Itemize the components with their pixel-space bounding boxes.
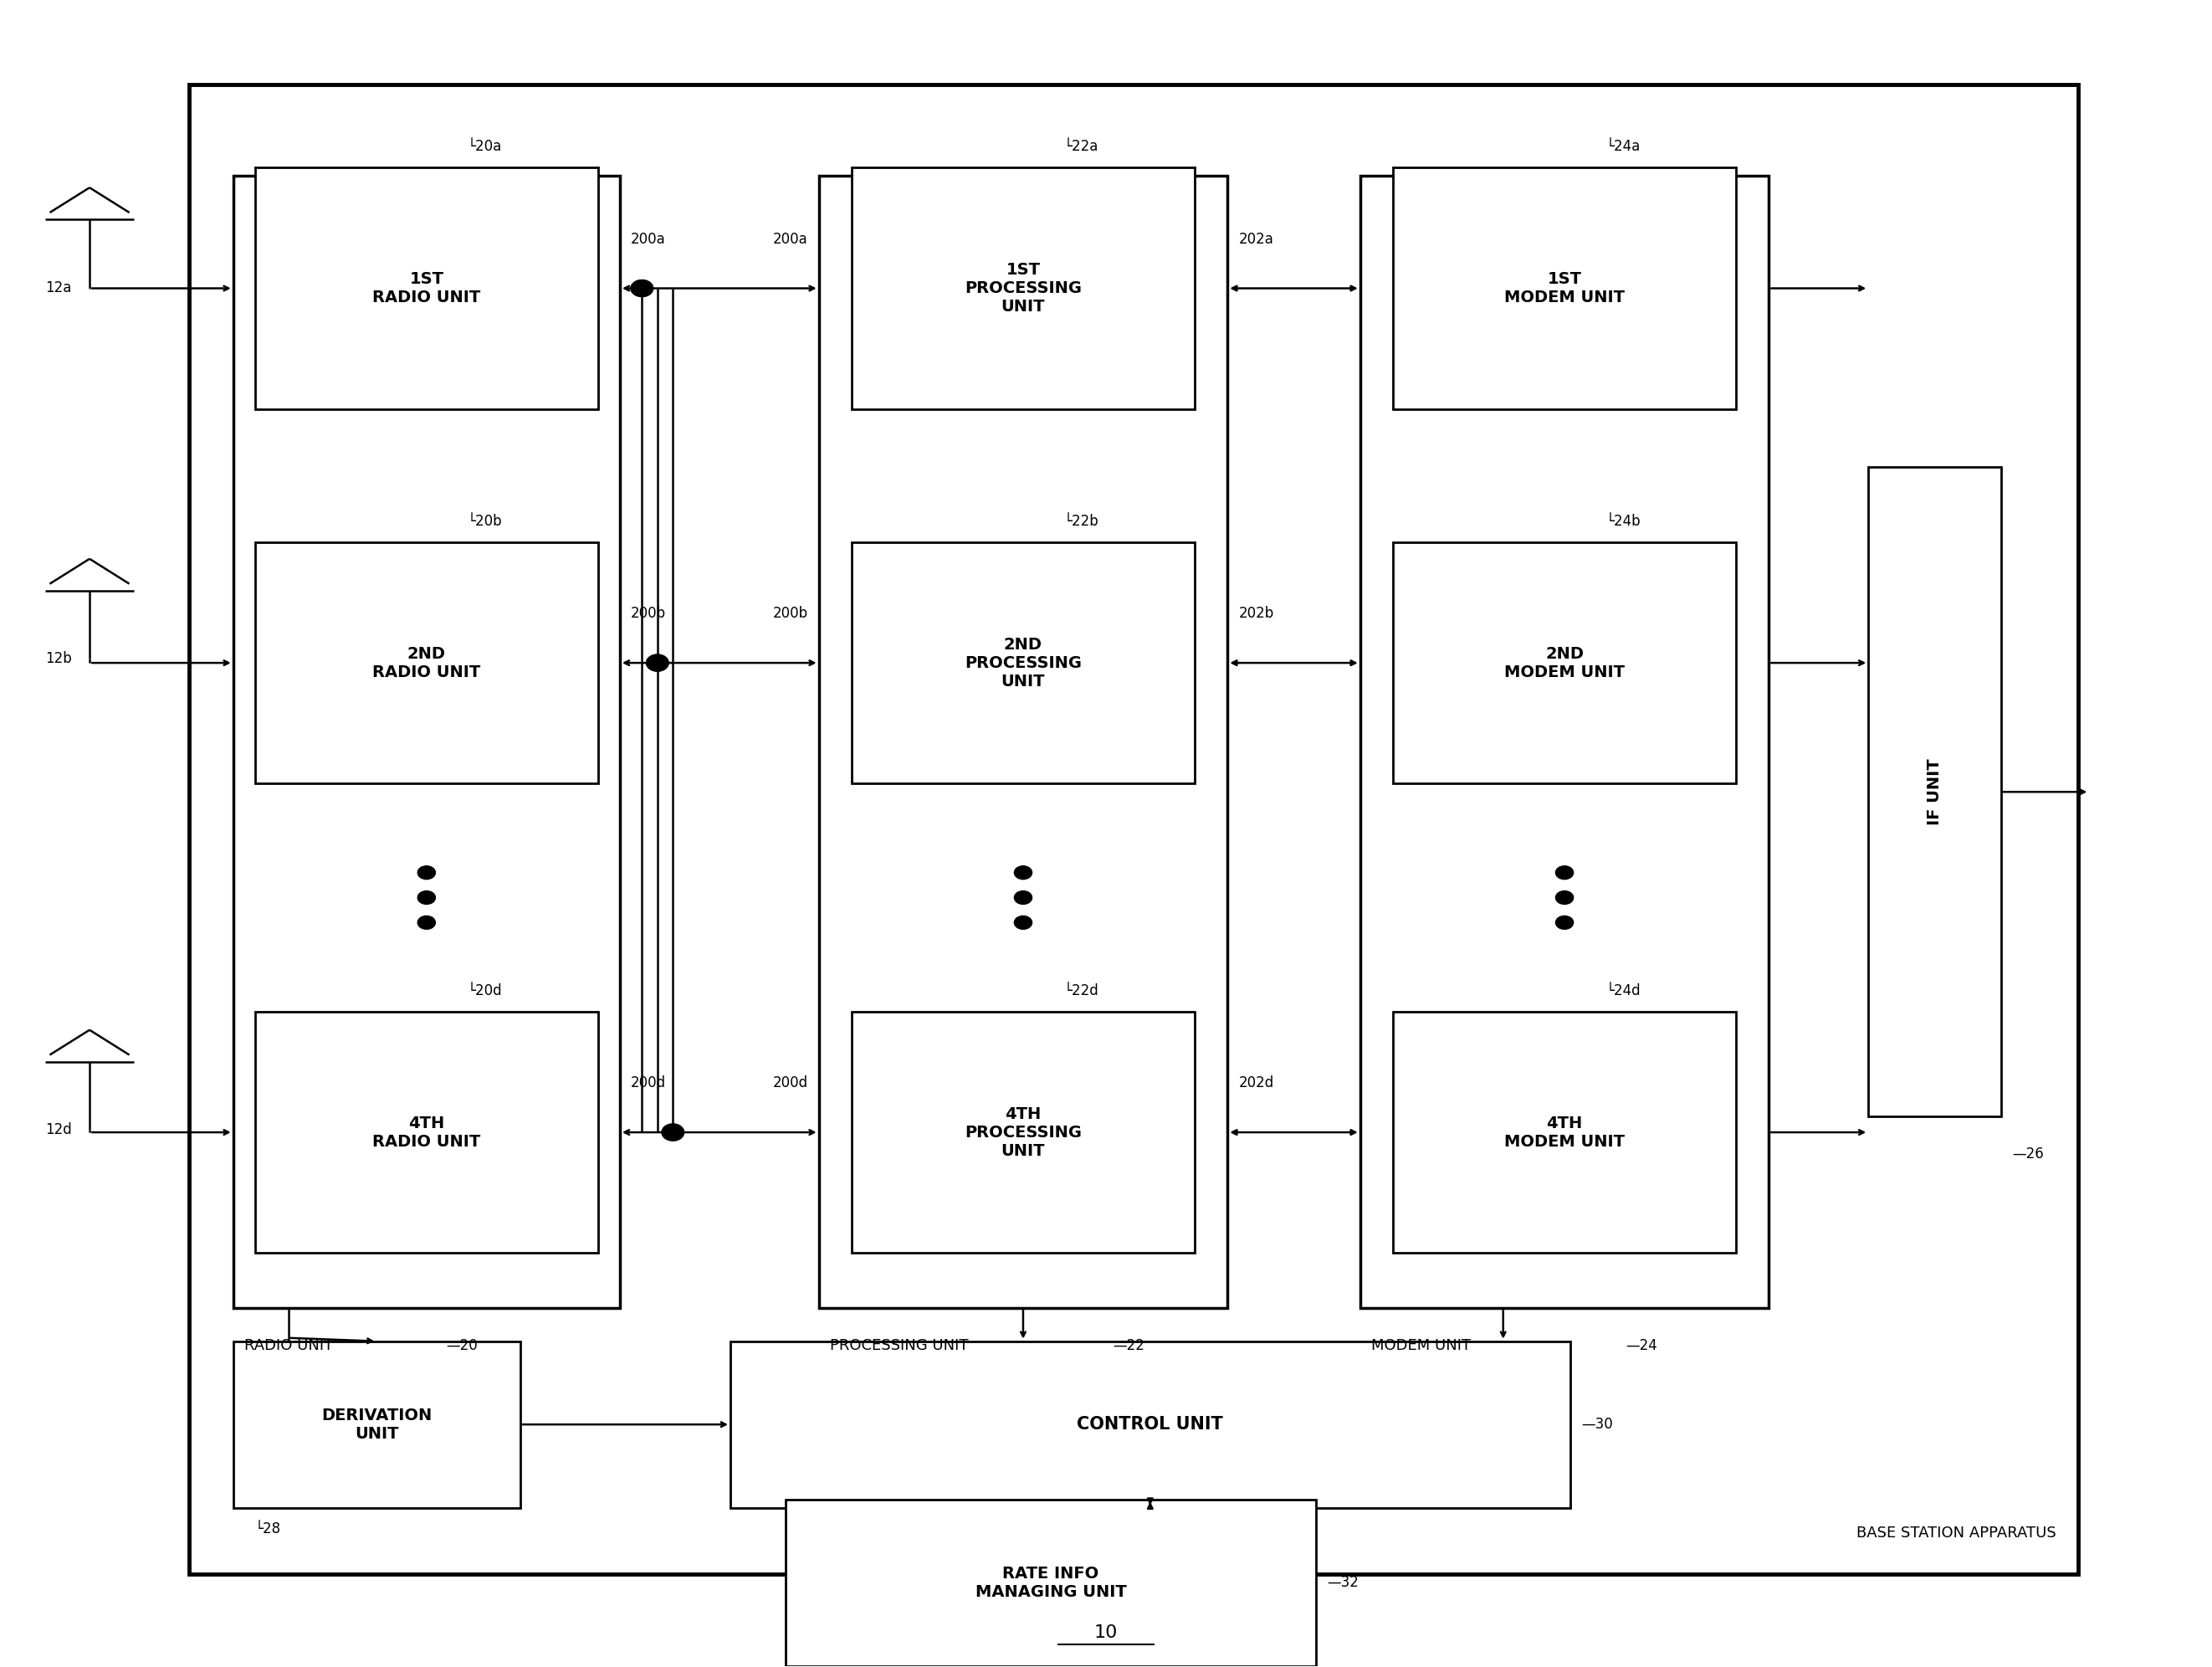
Text: 200d: 200d [630, 1075, 666, 1090]
Text: RATE INFO
MANAGING UNIT: RATE INFO MANAGING UNIT [975, 1565, 1126, 1600]
Text: └24a: └24a [1606, 140, 1639, 155]
Circle shape [661, 1124, 684, 1140]
Text: ⋯: ⋯ [1011, 885, 1035, 909]
Text: └28: └28 [254, 1520, 281, 1535]
Circle shape [630, 280, 653, 297]
Circle shape [1555, 890, 1573, 904]
Text: —30: —30 [1582, 1417, 1613, 1432]
Text: 202b: 202b [1239, 607, 1274, 622]
Text: └20a: └20a [467, 140, 502, 155]
Text: └22a: └22a [1064, 140, 1099, 155]
Text: 202a: 202a [1239, 232, 1274, 247]
Bar [730, 1342, 1571, 1507]
Bar [1394, 542, 1736, 783]
Circle shape [1555, 915, 1573, 929]
Text: 12d: 12d [44, 1122, 71, 1137]
Text: —26: —26 [2013, 1147, 2044, 1162]
Circle shape [646, 655, 668, 672]
Text: CONTROL UNIT: CONTROL UNIT [1077, 1415, 1223, 1434]
Text: BASE STATION APPARATUS: BASE STATION APPARATUS [1856, 1525, 2057, 1540]
Bar [232, 1342, 520, 1507]
Text: 2ND
PROCESSING
UNIT: 2ND PROCESSING UNIT [964, 637, 1082, 688]
Text: 200b: 200b [630, 607, 666, 622]
Bar [1360, 177, 1770, 1309]
Text: PROCESSING UNIT: PROCESSING UNIT [830, 1339, 969, 1354]
Text: ⋯: ⋯ [1553, 885, 1577, 909]
Text: 200a: 200a [772, 232, 807, 247]
Text: 2ND
MODEM UNIT: 2ND MODEM UNIT [1504, 645, 1626, 680]
Text: 200d: 200d [772, 1075, 807, 1090]
Text: 2ND
RADIO UNIT: 2ND RADIO UNIT [372, 645, 480, 680]
Text: ⋯: ⋯ [416, 885, 438, 909]
Text: 200a: 200a [630, 232, 666, 247]
Bar [818, 177, 1228, 1309]
Bar [1869, 467, 2002, 1117]
Bar [852, 542, 1194, 783]
Circle shape [1015, 915, 1033, 929]
Text: └22b: └22b [1064, 513, 1099, 528]
Text: MODEM UNIT: MODEM UNIT [1371, 1339, 1471, 1354]
Circle shape [418, 890, 436, 904]
Bar [852, 168, 1194, 408]
Text: 4TH
PROCESSING
UNIT: 4TH PROCESSING UNIT [964, 1105, 1082, 1159]
Text: └20b: └20b [467, 513, 502, 528]
Text: 1ST
RADIO UNIT: 1ST RADIO UNIT [372, 272, 480, 305]
Text: 1ST
MODEM UNIT: 1ST MODEM UNIT [1504, 272, 1626, 305]
Text: DERIVATION
UNIT: DERIVATION UNIT [321, 1407, 431, 1442]
Text: └22d: └22d [1064, 984, 1099, 999]
Bar [254, 1012, 597, 1254]
Bar [188, 85, 2079, 1574]
Text: 4TH
RADIO UNIT: 4TH RADIO UNIT [372, 1115, 480, 1150]
Text: IF UNIT: IF UNIT [1927, 758, 1942, 825]
Text: 4TH
MODEM UNIT: 4TH MODEM UNIT [1504, 1115, 1626, 1150]
Text: —20: —20 [447, 1339, 478, 1354]
Text: —32: —32 [1327, 1575, 1358, 1590]
Text: 12b: 12b [44, 652, 71, 667]
Text: 1ST
PROCESSING
UNIT: 1ST PROCESSING UNIT [964, 262, 1082, 315]
Circle shape [418, 915, 436, 929]
Bar [254, 168, 597, 408]
Circle shape [661, 1124, 684, 1140]
Circle shape [1555, 865, 1573, 879]
Bar [852, 1012, 1194, 1254]
Bar [254, 542, 597, 783]
Text: —24: —24 [1626, 1339, 1657, 1354]
Circle shape [630, 280, 653, 297]
Bar [1394, 168, 1736, 408]
Bar [785, 1499, 1316, 1665]
Text: └24b: └24b [1606, 513, 1641, 528]
Circle shape [646, 655, 668, 672]
Circle shape [418, 865, 436, 879]
Bar [1394, 1012, 1736, 1254]
Text: RADIO UNIT: RADIO UNIT [243, 1339, 334, 1354]
Text: 12a: 12a [46, 280, 71, 295]
Text: └24d: └24d [1606, 984, 1641, 999]
Circle shape [1015, 890, 1033, 904]
Text: 10: 10 [1095, 1624, 1117, 1640]
Bar [232, 177, 619, 1309]
Text: 202d: 202d [1239, 1075, 1274, 1090]
Text: 200b: 200b [772, 607, 807, 622]
Circle shape [1015, 865, 1033, 879]
Text: └20d: └20d [467, 984, 502, 999]
Text: —22: —22 [1113, 1339, 1146, 1354]
